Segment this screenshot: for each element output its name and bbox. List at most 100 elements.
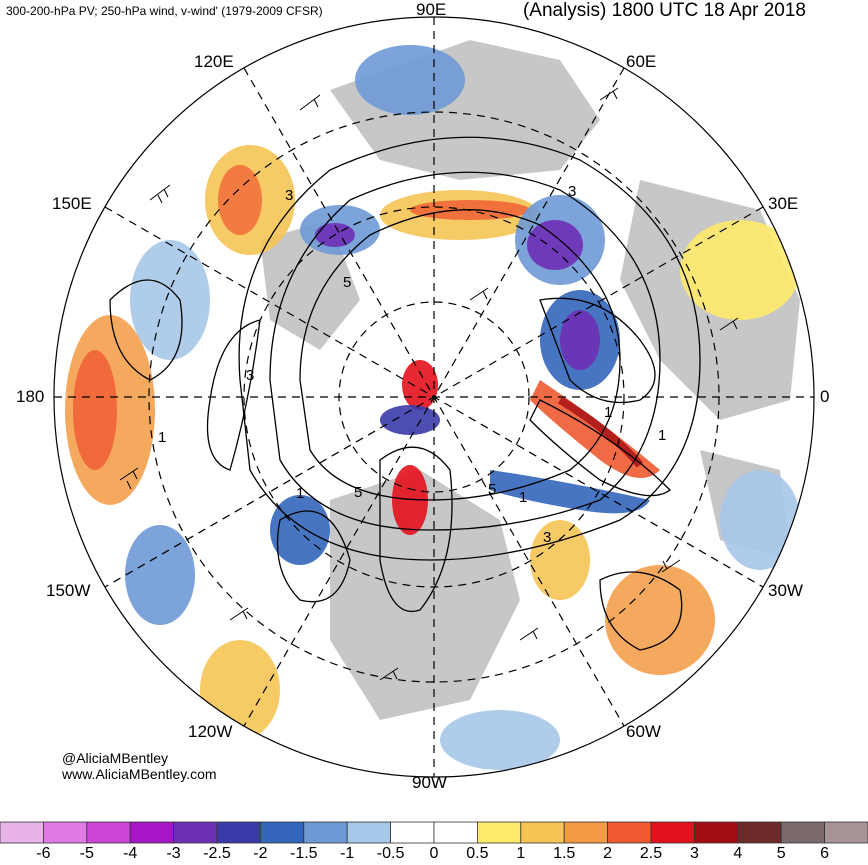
colorbar-tick-label: -1 [340,845,355,862]
contour-label: 1 [158,429,166,446]
colorbar-tick-label: 3 [689,845,699,862]
colorbar-swatch [259,821,305,844]
pv-contour [379,446,453,612]
pv-contour [206,319,261,471]
colorbar-labels: -6 -5 -4 -3 -2.5 -2 -1.5 -1 -0.5 0 0.5 1 1.5 2 2.5 3 4 5 6 [0,845,868,865]
colorbar-tick-label: -4 [123,845,138,862]
contour-label: 1 [296,485,304,502]
colorbar-swatch [563,821,609,844]
contour-label: 1 [604,404,612,421]
colorbar-tick-label: 2 [603,845,613,862]
pv-contour [299,209,621,501]
colorbar-swatch [0,821,44,844]
pv-positive-blob [605,565,715,675]
land-north-america [330,470,520,720]
colorbar-swatch [346,821,392,844]
colorbar-tick-label: -2 [253,845,268,862]
pv-contour [238,136,701,561]
right-title: (Analysis) 1800 UTC 18 Apr 2018 [522,0,806,21]
contour-label: 3 [543,529,551,546]
pv-negative-blob [355,45,465,115]
wind-barb [149,184,171,204]
contour-label: 3 [568,183,576,200]
pv-contour [109,279,183,381]
pv-negative-streak [490,470,650,514]
colorbar-swatch [824,821,868,844]
contour-label: 1 [519,489,527,506]
colorbar-swatch [433,821,478,844]
colorbar-tick-label: 2.5 [639,845,663,862]
pv-positive-blob [530,520,590,600]
pv-negative-blob [440,710,560,770]
colorbar-tick-label: 0.5 [466,845,489,862]
pv-negative-blob [125,525,195,625]
pv-contours [109,136,701,651]
colorbar-tick-label: 6 [820,845,830,862]
pv-negative-blob [380,405,440,435]
contour-label: 3 [285,187,293,204]
lon-label-60w: 60W [626,722,661,741]
lon-label-90e: 90E [416,0,447,19]
wind-barb [469,287,489,301]
contour-label: 5 [343,274,351,291]
colorbar-tick-label: 1 [516,845,526,862]
pv-negative-blob [130,240,210,360]
lon-label-0: 0 [820,387,830,406]
meridian-line [104,206,764,588]
lon-label-150w: 150W [46,581,91,600]
lon-label-120e: 120E [194,52,234,71]
colorbar-swatch [780,821,826,844]
pv-contour [599,571,683,651]
colorbar-swatch [390,821,435,844]
pv-negative-blob [560,310,600,370]
pv-contour [276,510,351,603]
pv-negative-blob [527,220,583,270]
wind-barb [661,559,681,573]
colorbar-tick-label: -5 [79,845,94,862]
colorbar-swatch [607,821,652,844]
colorbar-swatch [216,821,261,844]
pv-positive-blob [73,350,117,470]
credit-website: www.AliciaMBentley.com [62,766,217,782]
wind-barb [719,317,739,331]
wind-barb [379,667,399,681]
wind-barb [119,467,139,490]
colorbar [0,821,868,844]
colorbar-tick-label: -3 [166,845,181,862]
pv-contour [529,399,671,497]
colorbar-swatch [476,821,522,844]
colorbar-tick-label: 0 [429,845,439,862]
colorbar-swatch [173,821,218,844]
map-border [53,16,815,778]
colorbar-tick-label: 1.5 [553,845,576,862]
left-title: 300-200-hPa PV; 250-hPa wind, v-wind' (1… [6,4,323,18]
map-disk: 3 3 5 3 1 1 5 5 1 1 3 1 [54,17,814,777]
colorbar-swatch [303,821,348,844]
pv-positive-blob [392,465,428,535]
graticule [54,17,814,777]
pv-positive-blob [680,220,800,320]
colorbar-swatch [650,821,695,844]
colorbar-swatch [520,821,565,844]
colorbar-tick-label: -0.5 [376,845,405,862]
colorbar-tick-label: -6 [36,845,51,862]
contour-label: 5 [488,481,496,498]
wind-barbs [119,87,739,681]
colorbar-swatch [86,821,131,844]
contour-label: 3 [246,367,254,384]
lon-label-60e: 60E [626,52,657,71]
lon-label-120w: 120W [188,722,233,741]
pv-positive-blob [218,165,262,235]
pv-positive-blob [402,360,438,410]
lon-label-30e: 30E [768,194,799,213]
pv-contour [269,171,661,531]
contour-label: 1 [658,427,666,444]
latitude-circle [243,206,625,588]
colorbar-swatch [694,821,739,844]
lon-label-150e: 150E [52,194,92,213]
lon-label-180: 180 [16,387,45,406]
pv-contour [539,297,656,404]
colorbar-tick-label: 5 [776,845,786,862]
pv-negative-blob [720,470,800,570]
